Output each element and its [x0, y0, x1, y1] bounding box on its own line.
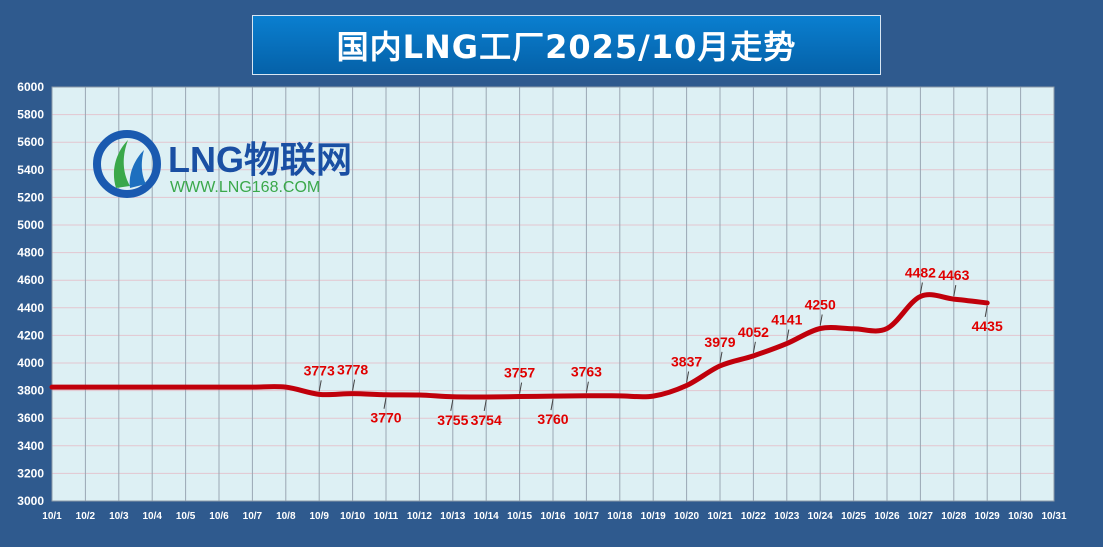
- chart-title-box: 国内LNG工厂2025/10月走势: [252, 15, 881, 75]
- y-tick-label: 5000: [17, 218, 44, 232]
- y-tick-label: 6000: [17, 80, 44, 94]
- data-label: 4482: [905, 264, 936, 280]
- x-tick-label: 10/9: [309, 511, 329, 522]
- x-tick-label: 10/7: [243, 511, 263, 522]
- data-label: 3778: [337, 362, 368, 378]
- y-tick-label: 4200: [17, 328, 44, 342]
- data-label: 3757: [504, 365, 535, 381]
- grid-lines: [51, 86, 1055, 502]
- logo-leaf-icon: [113, 140, 130, 188]
- x-tick-label: 10/4: [142, 511, 162, 522]
- x-tick-label: 10/2: [76, 511, 96, 522]
- leader-line: [719, 351, 723, 363]
- leader-line: [550, 399, 554, 411]
- leader-line: [519, 382, 523, 394]
- series-line: [49, 292, 990, 400]
- x-tick-label: 10/22: [741, 511, 766, 522]
- y-tick-label: 4800: [17, 246, 44, 260]
- data-label: 4250: [805, 297, 836, 313]
- data-label: 4141: [771, 312, 802, 328]
- annotation-group: 3773 3778 3770 3755 3754 3757 3760 3763 38373979…: [304, 264, 1003, 427]
- x-tick-label: 10/13: [440, 511, 465, 522]
- x-tick-label: 10/19: [641, 511, 666, 522]
- leader-line: [984, 305, 988, 318]
- x-tick-label: 10/24: [808, 511, 833, 522]
- x-tick-label: 10/1: [42, 511, 62, 522]
- x-tick-label: 10/27: [908, 511, 933, 522]
- leader-line: [919, 282, 923, 294]
- plot-border: [51, 86, 1055, 502]
- leader-line: [352, 379, 356, 391]
- leader-line: [318, 380, 322, 392]
- leader-line: [483, 399, 487, 412]
- leader-line: [752, 341, 756, 353]
- data-label: 3760: [537, 411, 568, 427]
- x-tick-label: 10/15: [507, 511, 532, 522]
- y-tick-label: 3800: [17, 384, 44, 398]
- x-tick-label: 10/12: [407, 511, 432, 522]
- x-tick-label: 10/26: [874, 511, 899, 522]
- x-tick-label: 10/16: [540, 511, 565, 522]
- x-tick-label: 10/3: [109, 511, 129, 522]
- x-tick-label: 10/6: [209, 511, 229, 522]
- x-tick-label: 10/8: [276, 511, 296, 522]
- logo-url: WWW.LNG168.COM: [170, 179, 320, 196]
- series-group: [49, 292, 990, 400]
- data-label: 3770: [370, 410, 401, 426]
- x-tick-label: 10/29: [975, 511, 1000, 522]
- x-tick-label: 10/17: [574, 511, 599, 522]
- logo-flame-icon: [129, 150, 146, 188]
- y-tick-label: 3000: [17, 494, 44, 508]
- data-label: 4463: [938, 267, 969, 283]
- y-tick-label: 5200: [17, 190, 44, 204]
- x-tick-label: 10/20: [674, 511, 699, 522]
- data-label: 3755: [437, 412, 468, 428]
- x-tick-label: 10/30: [1008, 511, 1033, 522]
- logo-name: LNG物联网: [168, 139, 352, 180]
- x-tick-label: 10/10: [340, 511, 365, 522]
- leader-line: [585, 381, 589, 393]
- data-label: 3763: [571, 364, 602, 380]
- data-label: 3837: [671, 353, 702, 369]
- lng-logo: LNG物联网 WWW.LNG168.COM: [92, 128, 382, 203]
- x-tick-label: 10/28: [941, 511, 966, 522]
- leader-line: [786, 329, 790, 341]
- leader-line: [819, 314, 823, 326]
- leader-line: [450, 399, 454, 411]
- x-axis: 10/1 10/2 10/3 10/4 10/5 10/6 10/7 10/8 10/9 10/1…: [42, 511, 1067, 522]
- x-tick-label: 10/23: [774, 511, 799, 522]
- x-tick-label: 10/21: [707, 511, 732, 522]
- data-label: 3754: [471, 412, 502, 428]
- y-tick-label: 4600: [17, 273, 44, 287]
- leader-line: [953, 285, 957, 297]
- x-tick-label: 10/25: [841, 511, 866, 522]
- x-tick-label: 10/14: [474, 511, 499, 522]
- y-tick-label: 5600: [17, 135, 44, 149]
- x-tick-label: 10/18: [607, 511, 632, 522]
- y-tick-label: 3400: [17, 439, 44, 453]
- y-tick-label: 5800: [17, 108, 44, 122]
- x-tick-label: 10/11: [374, 511, 399, 522]
- leader-line: [383, 397, 387, 409]
- y-tick-label: 3200: [17, 466, 44, 480]
- y-tick-label: 4400: [17, 301, 44, 315]
- x-tick-label: 10/31: [1041, 511, 1066, 522]
- lng-logo-graphic: LNG物联网 WWW.LNG168.COM: [93, 130, 352, 198]
- data-label: 3979: [704, 334, 735, 350]
- y-tick-label: 3600: [17, 411, 44, 425]
- data-label: 3773: [304, 362, 335, 378]
- y-tick-label: 4000: [17, 356, 44, 370]
- leader-line: [686, 371, 690, 383]
- y-tick-label: 5400: [17, 163, 44, 177]
- y-axis: 3000 3200 3400 3600 3800 4000 4200 4400 4600 4800…: [17, 80, 44, 508]
- data-label: 4052: [738, 324, 769, 340]
- chart-title: 国内LNG工厂2025/10月走势: [336, 28, 797, 66]
- data-label: 4435: [972, 318, 1003, 334]
- logo-ring-icon: [93, 130, 161, 198]
- x-tick-label: 10/5: [176, 511, 196, 522]
